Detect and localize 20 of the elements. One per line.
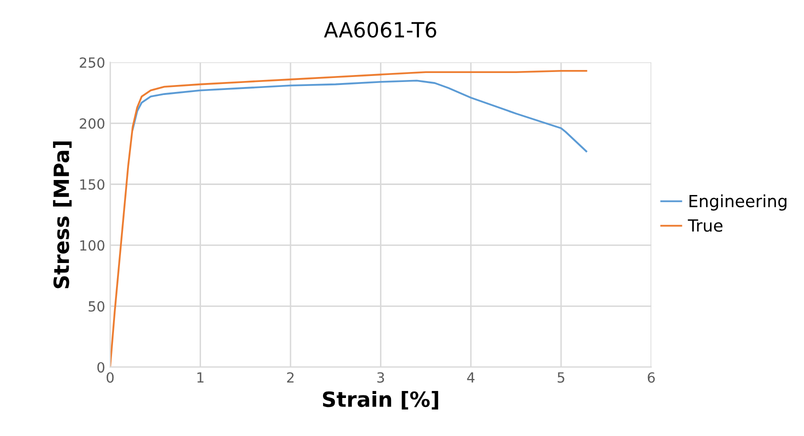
- x-tick-label: 4: [467, 372, 475, 383]
- y-axis-title: Stress [MPa]: [53, 142, 72, 288]
- x-tick-label: 1: [197, 372, 204, 383]
- x-axis-title: Strain [%]: [322, 390, 438, 410]
- y-tick-label: 250: [80, 57, 104, 68]
- x-tick-label: 3: [377, 372, 384, 383]
- legend-label: True: [688, 219, 722, 232]
- x-tick-label: 0: [106, 372, 114, 383]
- y-tick-label: 50: [88, 301, 104, 312]
- y-tick-label: 150: [80, 179, 104, 190]
- x-tick-label: 2: [287, 372, 294, 383]
- x-tick-label: 6: [648, 372, 655, 383]
- x-tick-label: 5: [558, 372, 564, 383]
- y-tick-label: 200: [80, 118, 104, 129]
- y-tick-label: 100: [80, 240, 104, 251]
- y-tick-label: 0: [97, 362, 104, 373]
- line-series: [132, 80, 588, 152]
- legend-label: Engineering: [690, 194, 786, 211]
- chart-title: AA6061-T6: [324, 22, 436, 38]
- line-series: [110, 70, 588, 368]
